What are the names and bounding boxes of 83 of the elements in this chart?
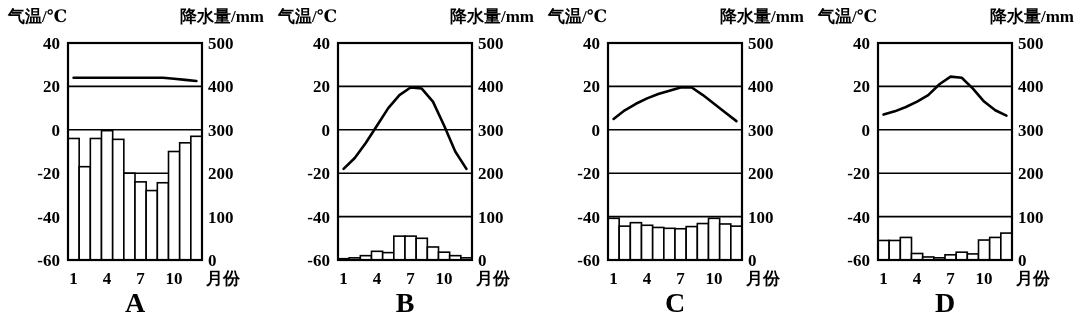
y2-tick-label: 100: [1018, 207, 1044, 227]
y-axis-title: 气温/℃: [547, 7, 608, 26]
y-tick-label: -60: [847, 251, 870, 270]
x-tick-label: 10: [705, 269, 723, 288]
y-tick-label: -40: [307, 207, 330, 227]
y-tick-label: -20: [307, 164, 330, 184]
x-tick-label: 4: [912, 269, 922, 288]
y2-tick-label: 300: [478, 120, 504, 140]
y-tick-label: -20: [37, 164, 60, 184]
y2-tick-label: 0: [478, 251, 487, 270]
x-tick-label: 10: [435, 269, 453, 288]
x-axis-title: 月份: [205, 269, 241, 288]
y2-tick-label: 0: [208, 251, 217, 270]
y2-tick-label: 300: [208, 120, 234, 140]
y2-tick-label: 400: [748, 77, 774, 97]
y-tick-label: -60: [307, 251, 330, 270]
text: B: [395, 287, 415, 318]
x-tick-label: 4: [102, 269, 112, 288]
y2-tick-label: 200: [748, 164, 774, 184]
y2-tick-label: 400: [1018, 77, 1044, 97]
y2-axis-title: 降水量/mm: [719, 7, 804, 26]
y-tick-label: 40: [853, 34, 870, 53]
y-tick-label: 40: [583, 34, 600, 53]
x-tick-label: 10: [975, 269, 993, 288]
y-tick-label: 0: [51, 120, 60, 140]
y-tick-label: 20: [313, 77, 330, 97]
x-tick-label: 4: [372, 269, 382, 288]
y-tick-label: -60: [577, 251, 600, 270]
y-tick-label: -60: [37, 251, 60, 270]
y-axis-title: 气温/℃: [817, 7, 878, 26]
line-series: [882, 75, 1008, 117]
y-tick-label: 40: [313, 34, 330, 53]
y2-tick-label: 500: [208, 34, 234, 53]
y-tick-label: 0: [321, 120, 330, 140]
y2-axis-title: 降水量/mm: [449, 7, 534, 26]
x-tick-label: 1: [69, 269, 78, 288]
x-axis-title: 月份: [1015, 269, 1051, 288]
line-series: [342, 86, 468, 171]
x-tick-label: 7: [946, 269, 956, 288]
y-tick-label: -40: [37, 207, 60, 227]
y2-tick-label: 0: [748, 251, 757, 270]
y-tick-label: -40: [847, 207, 870, 227]
y-tick-label: 0: [861, 120, 870, 140]
y-tick-label: -20: [847, 164, 870, 184]
y2-tick-label: 300: [748, 120, 774, 140]
y2-tick-label: 200: [1018, 164, 1044, 184]
text: D: [934, 287, 956, 318]
y-tick-label: 20: [43, 77, 60, 97]
y2-tick-label: 300: [1018, 120, 1044, 140]
y2-tick-label: 500: [478, 34, 504, 53]
y-tick-label: 40: [43, 34, 60, 53]
y2-axis-title: 降水量/mm: [989, 7, 1074, 26]
y2-tick-label: 200: [478, 164, 504, 184]
y2-tick-label: 100: [478, 207, 504, 227]
y2-tick-label: 0: [1018, 251, 1027, 270]
y-tick-label: -40: [577, 207, 600, 227]
y-tick-label: 20: [583, 77, 600, 97]
x-tick-label: 7: [676, 269, 686, 288]
y-tick-label: -20: [577, 164, 600, 184]
x-tick-label: 4: [642, 269, 652, 288]
y2-axis-title: 降水量/mm: [179, 7, 264, 26]
x-axis-title: 月份: [475, 269, 511, 288]
y2-tick-label: 100: [208, 207, 234, 227]
x-axis-title: 月份: [745, 269, 781, 288]
y2-tick-label: 500: [1018, 34, 1044, 53]
line-series: [612, 86, 738, 123]
x-tick-label: 1: [609, 269, 618, 288]
y-axis-title: 气温/℃: [277, 7, 338, 26]
y-axis-title: 气温/℃: [7, 7, 68, 26]
y2-tick-label: 200: [208, 164, 234, 184]
x-tick-label: 10: [165, 269, 183, 288]
y2-tick-label: 400: [208, 77, 234, 97]
y-tick-label: 0: [591, 120, 600, 140]
y-tick-label: 20: [853, 77, 870, 97]
y2-tick-label: 100: [748, 207, 774, 227]
y2-tick-label: 400: [478, 77, 504, 97]
x-tick-label: 1: [339, 269, 348, 288]
x-tick-label: 7: [136, 269, 146, 288]
text: C: [664, 287, 686, 318]
x-tick-label: 7: [406, 269, 416, 288]
y2-tick-label: 500: [748, 34, 774, 53]
text: A: [124, 287, 146, 318]
x-tick-label: 1: [879, 269, 888, 288]
